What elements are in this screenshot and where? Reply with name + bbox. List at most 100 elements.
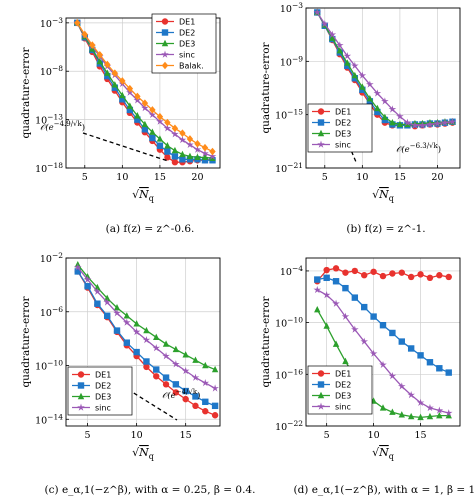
data-point [142, 335, 151, 344]
data-point [433, 119, 442, 127]
data-point [141, 104, 149, 112]
legend-marker [77, 392, 85, 400]
data-point [133, 320, 140, 327]
data-point [320, 20, 329, 28]
data-point [202, 361, 209, 369]
data-point [359, 83, 366, 90]
data-point [171, 130, 179, 138]
data-point [182, 351, 189, 358]
data-point [171, 153, 179, 160]
y-tick-label: 10−22 [275, 419, 303, 433]
series-balak [74, 19, 216, 156]
legend-label: sinc [179, 51, 195, 60]
y-tick-label: 10−9 [280, 54, 303, 68]
y-tick-label: 10−10 [275, 316, 303, 330]
data-point [156, 142, 164, 149]
data-point [192, 356, 199, 363]
data-point [209, 147, 216, 156]
y-tick-label: 10−3 [40, 16, 63, 30]
x-tick-label: 15 [180, 430, 192, 441]
x-tick-label: 10 [116, 172, 128, 183]
legend-marker [77, 403, 85, 411]
data-point [119, 77, 126, 85]
data-point [211, 384, 219, 392]
series-sinc [313, 285, 453, 417]
data-point [186, 140, 194, 149]
data-point [162, 352, 170, 360]
plot-frame [65, 17, 221, 169]
data-point [341, 312, 350, 320]
legend-marker [161, 18, 169, 25]
data-point [194, 153, 201, 161]
data-point [411, 121, 419, 129]
data-point [445, 273, 452, 281]
data-point [148, 110, 157, 119]
y-axis-label: quadrature-error [20, 295, 32, 387]
data-point [123, 312, 131, 319]
y-tick-label: 10−10 [35, 359, 63, 373]
data-point [162, 381, 170, 388]
data-point [172, 360, 180, 368]
data-point [179, 129, 186, 137]
data-point [93, 287, 102, 295]
x-tick-label: 15 [415, 430, 427, 441]
data-point [202, 398, 209, 406]
data-point [389, 118, 396, 126]
x-tick-label: 10 [131, 430, 143, 441]
data-point [417, 352, 424, 359]
data-point [435, 406, 444, 414]
legend-marker [317, 108, 325, 115]
y-axis-label: quadrature-error [260, 41, 272, 133]
data-point [344, 59, 351, 66]
data-point [342, 284, 349, 292]
data-point [113, 304, 121, 311]
x-axis-label: √Nq [372, 446, 394, 461]
data-point [328, 30, 337, 38]
plot-frame [305, 257, 461, 427]
data-point [94, 300, 101, 307]
data-point [132, 327, 141, 336]
data-point [379, 360, 387, 369]
x-tick-label: 20 [191, 172, 203, 183]
legend-marker [317, 129, 325, 137]
data-point [342, 357, 349, 365]
data-point [407, 273, 415, 281]
data-point [113, 327, 121, 334]
data-point [398, 411, 405, 418]
data-point [329, 34, 336, 41]
data-point [351, 267, 359, 275]
data-point [191, 373, 200, 381]
panel-caption: (a) f(z) = z^-0.6. [106, 223, 195, 235]
data-point [323, 274, 330, 282]
data-point [172, 345, 180, 353]
legend-marker [317, 370, 325, 377]
data-point [398, 269, 405, 276]
data-point [396, 120, 404, 128]
chart-panel-3: 5 10 15 10−2 10−6 10−10 10−14 √Nq quadrature-err… [20, 251, 255, 496]
data-point [83, 275, 92, 283]
y-tick-label: 10−8 [40, 64, 63, 78]
data-point [104, 69, 111, 76]
data-point [156, 117, 164, 125]
chart-panel-1: 5 10 15 20 10−3 10−8 10−13 10−18 √Nq quadrature-e… [20, 13, 221, 235]
data-point [436, 411, 443, 419]
y-axis-label: quadrature-error [20, 46, 32, 138]
data-point [164, 148, 171, 155]
data-point [119, 91, 126, 99]
data-point [366, 80, 374, 88]
data-point [164, 142, 171, 149]
data-point [418, 121, 427, 129]
data-point [369, 349, 378, 357]
data-point [351, 294, 359, 301]
data-point [202, 408, 209, 415]
data-point [448, 117, 457, 126]
data-point [153, 373, 160, 380]
data-point [388, 105, 397, 113]
data-point [407, 345, 415, 352]
data-point [323, 322, 330, 329]
legend-marker [161, 61, 169, 70]
y-tick-label: 10−14 [35, 412, 63, 426]
data-point [171, 124, 179, 133]
plot-frame [305, 7, 461, 169]
